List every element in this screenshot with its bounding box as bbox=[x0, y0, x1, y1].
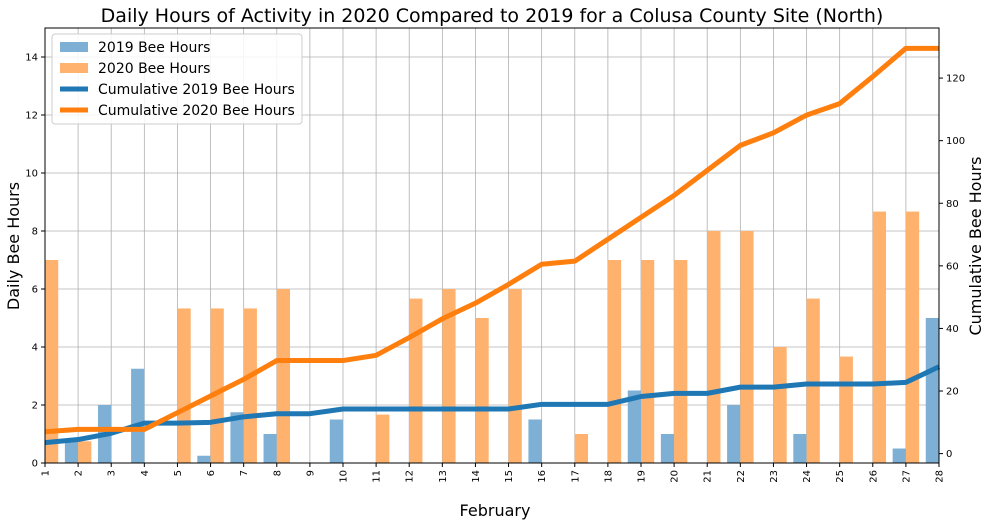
x-tick-label: 27 bbox=[901, 470, 912, 483]
bar-2019-feb-8 bbox=[263, 434, 277, 463]
x-tick-label: 11 bbox=[372, 470, 383, 483]
bar-2020-feb-27 bbox=[905, 211, 920, 463]
x-tick-label: 19 bbox=[637, 470, 648, 483]
y-tick-label: 14 bbox=[25, 53, 38, 64]
bar-2019-feb-7 bbox=[230, 412, 244, 463]
x-tick-label: 8 bbox=[272, 470, 283, 476]
y2-tick-label: 80 bbox=[946, 199, 959, 210]
x-tick-label: 26 bbox=[868, 470, 879, 483]
x-tick-label: 1 bbox=[41, 470, 52, 476]
bar-2019-feb-10 bbox=[329, 419, 343, 463]
y-tick-label: 8 bbox=[32, 227, 38, 238]
x-tick-label: 13 bbox=[438, 470, 449, 483]
bar-2019-feb-6 bbox=[197, 455, 211, 463]
x-tick-label: 10 bbox=[339, 470, 350, 483]
x-axis-title: February bbox=[460, 501, 531, 520]
x-tick-label: 7 bbox=[239, 470, 250, 476]
x-tick-label: 25 bbox=[835, 470, 846, 483]
x-tick-label: 6 bbox=[206, 470, 217, 476]
x-tick-label: 28 bbox=[935, 470, 946, 483]
bar-2020-feb-12 bbox=[409, 298, 423, 463]
y2-tick-label: 0 bbox=[946, 449, 952, 460]
x-tick-label: 22 bbox=[736, 470, 747, 483]
chart-title: Daily Hours of Activity in 2020 Compared… bbox=[101, 5, 884, 27]
x-tick-label: 17 bbox=[570, 470, 581, 483]
bar-2020-feb-8 bbox=[276, 289, 291, 463]
y2-tick-label: 120 bbox=[946, 74, 965, 85]
bar-2020-feb-7 bbox=[243, 308, 257, 463]
bar-2019-feb-28 bbox=[925, 318, 939, 463]
bar-2020-feb-13 bbox=[442, 289, 456, 463]
legend-label: 2020 Bee Hours bbox=[98, 61, 210, 77]
bar-2019-feb-19 bbox=[627, 390, 641, 463]
plot-frame bbox=[44, 27, 940, 464]
legend-swatch bbox=[60, 42, 88, 52]
bar-2019-feb-20 bbox=[660, 434, 675, 463]
cumulative-2020-line bbox=[44, 45, 939, 435]
bar-2020-feb-14 bbox=[475, 318, 489, 463]
bar-2020-feb-17 bbox=[574, 434, 589, 463]
bar-2020-feb-25 bbox=[839, 356, 853, 463]
bar-2020-feb-19 bbox=[641, 260, 655, 463]
legend-label: 2019 Bee Hours bbox=[98, 40, 210, 56]
bar-2020-feb-26 bbox=[872, 211, 887, 463]
bar-2020-feb-1 bbox=[45, 260, 59, 463]
bar-2019-feb-16 bbox=[528, 419, 542, 463]
legend-label: Cumulative 2019 Bee Hours bbox=[98, 82, 295, 98]
bar-2020-feb-22 bbox=[740, 231, 754, 463]
y2-tick-label: 40 bbox=[946, 324, 959, 335]
legend-box bbox=[51, 33, 303, 125]
bar-2020-feb-24 bbox=[806, 298, 820, 463]
y-tick-label: 10 bbox=[25, 169, 38, 180]
legend-swatch bbox=[60, 63, 88, 73]
x-tick-label: 12 bbox=[405, 470, 416, 483]
bar-2019-feb-27 bbox=[892, 448, 906, 463]
x-tick-label: 16 bbox=[537, 470, 548, 483]
x-tick-label: 15 bbox=[504, 470, 515, 483]
x-tick-label: 18 bbox=[603, 470, 614, 483]
bar-2020-feb-2 bbox=[78, 441, 92, 463]
x-tick-label: 3 bbox=[107, 470, 118, 476]
bar-2020-feb-15 bbox=[508, 289, 522, 463]
bar-2020-feb-23 bbox=[773, 347, 787, 463]
y-tick-label: 12 bbox=[25, 111, 38, 122]
bar-2020-feb-11 bbox=[376, 414, 390, 463]
y-tick-label: 0 bbox=[32, 459, 38, 470]
cumulative-2019-line bbox=[44, 364, 941, 446]
y2-axis-title: Cumulative Bee Hours bbox=[966, 156, 985, 335]
lines bbox=[44, 45, 941, 446]
y-tick-label: 4 bbox=[32, 343, 38, 354]
x-tick-label: 23 bbox=[769, 470, 780, 483]
bar-2020-feb-18 bbox=[607, 260, 622, 463]
x-tick-label: 14 bbox=[471, 470, 482, 483]
bar-2019-feb-24 bbox=[793, 434, 807, 463]
x-tick-label: 2 bbox=[74, 470, 85, 476]
bar-2020-feb-6 bbox=[210, 308, 224, 463]
x-tick-label: 20 bbox=[670, 470, 681, 483]
legend: 2019 Bee Hours 2020 Bee Hours Cumulative 2… bbox=[51, 33, 303, 125]
bar-2019-feb-4 bbox=[131, 368, 145, 463]
y2-tick-label: 100 bbox=[946, 136, 965, 147]
bar-2019-feb-2 bbox=[64, 441, 79, 463]
y-tick-label: 2 bbox=[32, 401, 38, 412]
x-tick-label: 9 bbox=[305, 470, 316, 476]
y-axis-title: Daily Bee Hours bbox=[4, 182, 23, 310]
x-tick-label: 21 bbox=[703, 470, 714, 483]
x-tick-label: 5 bbox=[173, 470, 184, 476]
bar-2019-feb-22 bbox=[727, 405, 741, 463]
bar-2020-feb-5 bbox=[177, 308, 191, 463]
y2-tick-label: 60 bbox=[946, 261, 959, 272]
bar-2020-feb-21 bbox=[707, 231, 721, 463]
x-tick-label: 24 bbox=[802, 470, 813, 483]
y-tick-label: 6 bbox=[32, 285, 38, 296]
x-tick-label: 4 bbox=[140, 470, 151, 476]
bar-2020-feb-20 bbox=[674, 260, 688, 463]
y2-tick-label: 20 bbox=[946, 387, 959, 398]
legend-label: Cumulative 2020 Bee Hours bbox=[98, 103, 295, 119]
